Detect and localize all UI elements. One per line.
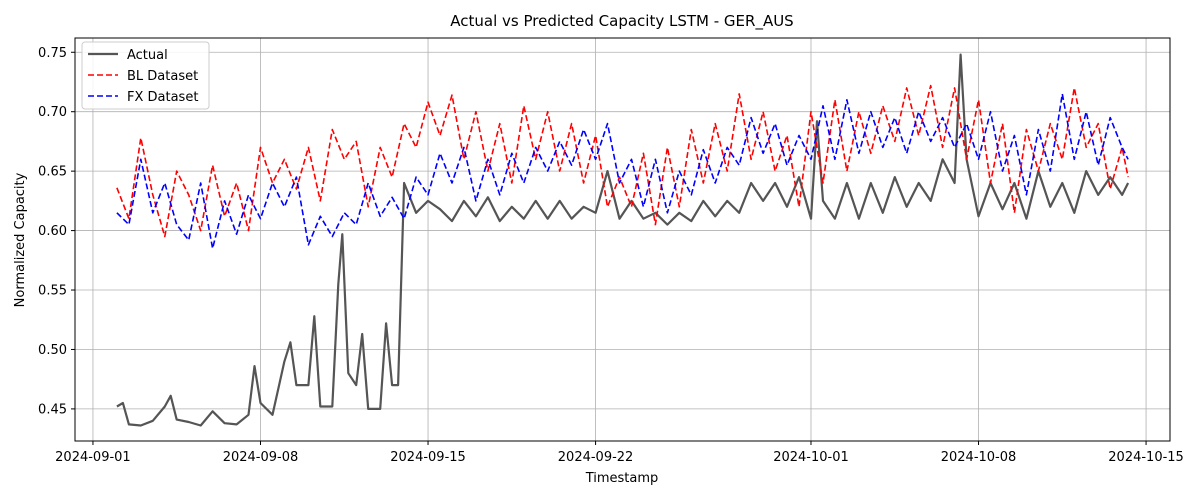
- grid: [75, 38, 1170, 441]
- axis-ticks: 2024-09-01 2024-09-08 2024-09-15 2024-09-22…: [38, 46, 1184, 465]
- legend-label: Actual: [127, 48, 168, 63]
- plot-frame: [74, 37, 1171, 442]
- series-line-fx-dataset: [116, 93, 1129, 250]
- y-tick-label: 0.45: [38, 402, 67, 417]
- legend: Actual BL Dataset FX Dataset: [81, 41, 210, 110]
- y-tick-label: 0.55: [38, 284, 67, 299]
- x-tick-label: 2024-09-01: [55, 450, 131, 465]
- x-tick-label: 2024-10-08: [941, 450, 1017, 465]
- series-line-actual: [116, 53, 1130, 427]
- x-tick-label: 2024-09-22: [558, 450, 634, 465]
- legend-box: [81, 41, 210, 110]
- chart-title: Actual vs Predicted Capacity LSTM - GER_…: [450, 12, 793, 31]
- x-tick-label: 2024-09-08: [223, 450, 299, 465]
- y-tick-label: 0.75: [38, 46, 67, 61]
- x-tick-label: 2024-10-15: [1108, 450, 1184, 465]
- x-tick-label: 2024-09-15: [390, 450, 466, 465]
- y-tick-label: 0.60: [38, 224, 67, 239]
- legend-label: FX Dataset: [127, 90, 198, 105]
- legend-label: BL Dataset: [127, 69, 198, 84]
- series-line-bl-dataset: [116, 84, 1129, 238]
- x-tick-label: 2024-10-01: [773, 450, 849, 465]
- series-layer: [116, 53, 1130, 427]
- y-axis-label: Normalized Capacity: [13, 172, 28, 307]
- y-tick-label: 0.70: [38, 105, 67, 120]
- x-axis-label: Timestamp: [585, 471, 659, 486]
- y-tick-label: 0.65: [38, 165, 67, 180]
- y-tick-label: 0.50: [38, 343, 67, 358]
